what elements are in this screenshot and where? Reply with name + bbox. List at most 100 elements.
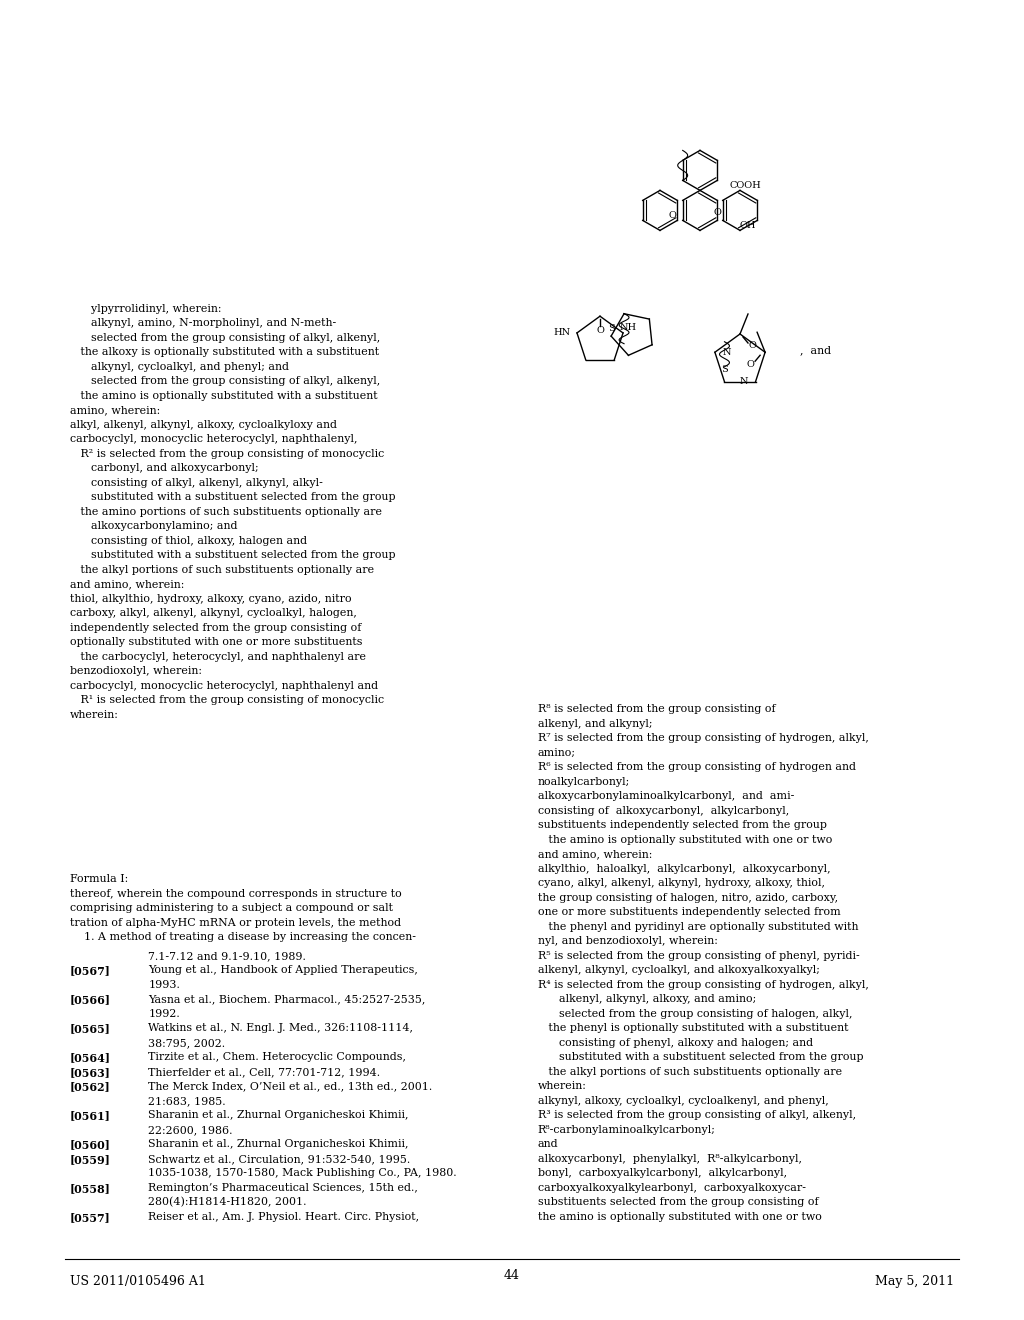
Text: Schwartz et al., Circulation, 91:532-540, 1995.: Schwartz et al., Circulation, 91:532-540…: [148, 1154, 411, 1164]
Text: alkenyl, alkynyl, alkoxy, and amino;: alkenyl, alkynyl, alkoxy, and amino;: [538, 994, 756, 1005]
Text: consisting of alkyl, alkenyl, alkynyl, alkyl-: consisting of alkyl, alkenyl, alkynyl, a…: [70, 478, 323, 488]
Text: carboxyalkoxyalkylearbonyl,  carboxyalkoxycar-: carboxyalkoxyalkylearbonyl, carboxyalkox…: [538, 1183, 806, 1193]
Text: wherein:: wherein:: [538, 1081, 587, 1092]
Text: the alkyl portions of such substituents optionally are: the alkyl portions of such substituents …: [70, 565, 374, 574]
Text: alkynyl, amino, N-morpholinyl, and N-meth-: alkynyl, amino, N-morpholinyl, and N-met…: [70, 318, 336, 329]
Text: [0559]: [0559]: [70, 1154, 111, 1164]
Text: thereof, wherein the compound corresponds in structure to: thereof, wherein the compound correspond…: [70, 888, 401, 899]
Text: selected from the group consisting of alkyl, alkenyl,: selected from the group consisting of al…: [70, 333, 380, 343]
Text: 44: 44: [504, 1269, 520, 1282]
Text: Reiser et al., Am. J. Physiol. Heart. Circ. Physiot,: Reiser et al., Am. J. Physiol. Heart. Ci…: [148, 1212, 420, 1222]
Text: HN: HN: [553, 329, 570, 338]
Text: noalkylcarbonyl;: noalkylcarbonyl;: [538, 776, 630, 787]
Text: alkenyl, alkynyl, cycloalkyl, and alkoxyalkoxyalkyl;: alkenyl, alkynyl, cycloalkyl, and alkoxy…: [538, 965, 819, 975]
Text: Formula I:: Formula I:: [70, 874, 128, 884]
Text: The Merck Index, O’Neil et al., ed., 13th ed., 2001.: The Merck Index, O’Neil et al., ed., 13t…: [148, 1081, 433, 1092]
Text: O: O: [596, 326, 604, 335]
Text: alkoxycarbonylamino; and: alkoxycarbonylamino; and: [70, 521, 238, 531]
Text: Young et al., Handbook of Applied Therapeutics,: Young et al., Handbook of Applied Therap…: [148, 965, 419, 975]
Text: Yasna et al., Biochem. Pharmacol., 45:2527-2535,: Yasna et al., Biochem. Pharmacol., 45:25…: [148, 994, 426, 1005]
Text: N: N: [723, 347, 731, 356]
Text: substituted with a substituent selected from the group: substituted with a substituent selected …: [70, 492, 395, 502]
Text: 22:2600, 1986.: 22:2600, 1986.: [148, 1125, 233, 1135]
Text: the amino portions of such substituents optionally are: the amino portions of such substituents …: [70, 507, 382, 516]
Text: alkynyl, alkoxy, cycloalkyl, cycloalkenyl, and phenyl,: alkynyl, alkoxy, cycloalkyl, cycloalkeny…: [538, 1096, 828, 1106]
Text: carbocyclyl, monocyclic heterocyclyl, naphthalenyl,: carbocyclyl, monocyclic heterocyclyl, na…: [70, 434, 357, 445]
Text: 280(4):H1814-H1820, 2001.: 280(4):H1814-H1820, 2001.: [148, 1197, 307, 1208]
Text: Sharanin et al., Zhurnal Organicheskoi Khimii,: Sharanin et al., Zhurnal Organicheskoi K…: [148, 1110, 409, 1121]
Text: R¹ is selected from the group consisting of monocyclic: R¹ is selected from the group consisting…: [70, 696, 384, 705]
Text: Remington’s Pharmaceutical Sciences, 15th ed.,: Remington’s Pharmaceutical Sciences, 15t…: [148, 1183, 419, 1193]
Text: [0564]: [0564]: [70, 1052, 111, 1064]
Text: comprising administering to a subject a compound or salt: comprising administering to a subject a …: [70, 903, 392, 913]
Text: May 5, 2011: May 5, 2011: [876, 1275, 954, 1288]
Text: ,  and: , and: [800, 346, 831, 355]
Text: [0562]: [0562]: [70, 1081, 111, 1092]
Text: 1993.: 1993.: [148, 979, 180, 990]
Text: R⁶ is selected from the group consisting of hydrogen and: R⁶ is selected from the group consisting…: [538, 762, 856, 772]
Text: O: O: [749, 342, 756, 351]
Text: O: O: [669, 211, 676, 220]
Text: the phenyl is optionally substituted with a substituent: the phenyl is optionally substituted wit…: [538, 1023, 848, 1034]
Text: NH: NH: [620, 323, 637, 333]
Text: amino, wherein:: amino, wherein:: [70, 405, 160, 416]
Text: Tirzite et al., Chem. Heterocyclic Compounds,: Tirzite et al., Chem. Heterocyclic Compo…: [148, 1052, 407, 1063]
Text: amino;: amino;: [538, 747, 575, 758]
Text: Sharanin et al., Zhurnal Organicheskoi Khimii,: Sharanin et al., Zhurnal Organicheskoi K…: [148, 1139, 409, 1150]
Text: independently selected from the group consisting of: independently selected from the group co…: [70, 623, 361, 632]
Text: tration of alpha-MyHC mRNA or protein levels, the method: tration of alpha-MyHC mRNA or protein le…: [70, 917, 400, 928]
Text: 1. A method of treating a disease by increasing the concen-: 1. A method of treating a disease by inc…: [70, 932, 416, 942]
Text: alkoxycarbonyl,  phenylalkyl,  R⁸-alkylcarbonyl,: alkoxycarbonyl, phenylalkyl, R⁸-alkylcar…: [538, 1154, 802, 1164]
Text: substituted with a substituent selected from the group: substituted with a substituent selected …: [538, 1052, 863, 1063]
Text: S: S: [608, 323, 614, 333]
Text: one or more substituents independently selected from: one or more substituents independently s…: [538, 907, 841, 917]
Text: thiol, alkylthio, hydroxy, alkoxy, cyano, azido, nitro: thiol, alkylthio, hydroxy, alkoxy, cyano…: [70, 594, 351, 603]
Text: selected from the group consisting of halogen, alkyl,: selected from the group consisting of ha…: [538, 1008, 852, 1019]
Text: [0566]: [0566]: [70, 994, 111, 1006]
Text: R⁵ is selected from the group consisting of phenyl, pyridi-: R⁵ is selected from the group consisting…: [538, 950, 859, 961]
Text: COOH: COOH: [730, 181, 762, 190]
Text: and amino, wherein:: and amino, wherein:: [538, 849, 652, 859]
Text: bonyl,  carboxyalkylcarbonyl,  alkylcarbonyl,: bonyl, carboxyalkylcarbonyl, alkylcarbon…: [538, 1168, 786, 1179]
Text: R⁷ is selected from the group consisting of hydrogen, alkyl,: R⁷ is selected from the group consisting…: [538, 734, 868, 743]
Text: [0558]: [0558]: [70, 1183, 111, 1193]
Text: the amino is optionally substituted with a substituent: the amino is optionally substituted with…: [70, 391, 377, 401]
Text: US 2011/0105496 A1: US 2011/0105496 A1: [70, 1275, 206, 1288]
Text: and: and: [538, 1139, 558, 1150]
Text: ylpyrrolidinyl, wherein:: ylpyrrolidinyl, wherein:: [70, 304, 221, 314]
Text: [0565]: [0565]: [70, 1023, 111, 1035]
Text: cyano, alkyl, alkenyl, alkynyl, hydroxy, alkoxy, thiol,: cyano, alkyl, alkenyl, alkynyl, hydroxy,…: [538, 878, 824, 888]
Text: the amino is optionally substituted with one or two: the amino is optionally substituted with…: [538, 834, 831, 845]
Text: Watkins et al., N. Engl. J. Med., 326:1108-1114,: Watkins et al., N. Engl. J. Med., 326:11…: [148, 1023, 414, 1034]
Text: alkoxycarbonylaminoalkylcarbonyl,  and  ami-: alkoxycarbonylaminoalkylcarbonyl, and am…: [538, 791, 794, 801]
Text: [0567]: [0567]: [70, 965, 111, 977]
Text: [0560]: [0560]: [70, 1139, 111, 1150]
Text: alkyl, alkenyl, alkynyl, alkoxy, cycloalkyloxy and: alkyl, alkenyl, alkynyl, alkoxy, cycloal…: [70, 420, 337, 430]
Text: N: N: [739, 378, 748, 387]
Text: carbonyl, and alkoxycarbonyl;: carbonyl, and alkoxycarbonyl;: [70, 463, 258, 474]
Text: R² is selected from the group consisting of monocyclic: R² is selected from the group consisting…: [70, 449, 384, 459]
Text: consisting of phenyl, alkoxy and halogen; and: consisting of phenyl, alkoxy and halogen…: [538, 1038, 813, 1048]
Text: consisting of  alkoxycarbonyl,  alkylcarbonyl,: consisting of alkoxycarbonyl, alkylcarbo…: [538, 805, 788, 816]
Text: the group consisting of halogen, nitro, azido, carboxy,: the group consisting of halogen, nitro, …: [538, 892, 838, 903]
Text: carbocyclyl, monocyclic heterocyclyl, naphthalenyl and: carbocyclyl, monocyclic heterocyclyl, na…: [70, 681, 378, 690]
Text: 1992.: 1992.: [148, 1008, 180, 1019]
Text: consisting of thiol, alkoxy, halogen and: consisting of thiol, alkoxy, halogen and: [70, 536, 307, 545]
Text: the phenyl and pyridinyl are optionally substituted with: the phenyl and pyridinyl are optionally …: [538, 921, 858, 932]
Text: 21:683, 1985.: 21:683, 1985.: [148, 1096, 226, 1106]
Text: substituents selected from the group consisting of: substituents selected from the group con…: [538, 1197, 818, 1208]
Text: alkynyl, cycloalkyl, and phenyl; and: alkynyl, cycloalkyl, and phenyl; and: [70, 362, 289, 372]
Text: the alkoxy is optionally substituted with a substituent: the alkoxy is optionally substituted wit…: [70, 347, 379, 358]
Text: Thierfelder et al., Cell, 77:701-712, 1994.: Thierfelder et al., Cell, 77:701-712, 19…: [148, 1067, 381, 1077]
Text: and amino, wherein:: and amino, wherein:: [70, 579, 184, 589]
Text: substituted with a substituent selected from the group: substituted with a substituent selected …: [70, 550, 395, 560]
Text: R⁸-carbonylaminoalkylcarbonyl;: R⁸-carbonylaminoalkylcarbonyl;: [538, 1125, 716, 1135]
Text: alkenyl, and alkynyl;: alkenyl, and alkynyl;: [538, 719, 652, 729]
Text: [0557]: [0557]: [70, 1212, 111, 1222]
Text: optionally substituted with one or more substituents: optionally substituted with one or more …: [70, 638, 362, 647]
Text: benzodioxolyl, wherein:: benzodioxolyl, wherein:: [70, 667, 202, 676]
Text: selected from the group consisting of alkyl, alkenyl,: selected from the group consisting of al…: [70, 376, 380, 387]
Text: nyl, and benzodioxolyl, wherein:: nyl, and benzodioxolyl, wherein:: [538, 936, 718, 946]
Text: substituents independently selected from the group: substituents independently selected from…: [538, 820, 826, 830]
Text: carboxy, alkyl, alkenyl, alkynyl, cycloalkyl, halogen,: carboxy, alkyl, alkenyl, alkynyl, cycloa…: [70, 609, 356, 618]
